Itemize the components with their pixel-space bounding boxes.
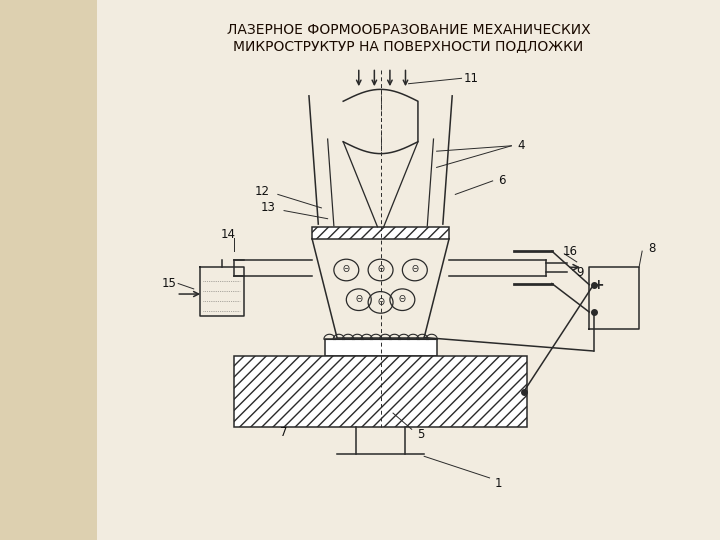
Text: Θ: Θ	[399, 295, 406, 304]
Text: МИКРОСТРУКТУР НА ПОВЕРХНОСТИ ПОДЛОЖКИ: МИКРОСТРУКТУР НА ПОВЕРХНОСТИ ПОДЛОЖКИ	[233, 39, 584, 53]
Text: 6: 6	[498, 174, 505, 187]
Text: 15: 15	[161, 277, 176, 290]
Text: Θ: Θ	[411, 266, 418, 274]
Text: 4: 4	[517, 139, 524, 152]
Text: 9: 9	[576, 266, 584, 279]
Text: 8: 8	[648, 242, 655, 255]
Bar	[312, 227, 449, 239]
Text: 7: 7	[280, 426, 288, 438]
Text: Θ: Θ	[343, 266, 350, 274]
Text: +: +	[593, 278, 604, 292]
Text: 12: 12	[255, 185, 270, 198]
Text: 14: 14	[220, 228, 235, 241]
Text: 13: 13	[261, 201, 276, 214]
Bar	[234, 356, 527, 427]
Bar	[325, 339, 436, 356]
Text: ЛАЗЕРНОЕ ФОРМООБРАЗОВАНИЕ МЕХАНИЧЕСКИХ: ЛАЗЕРНОЕ ФОРМООБРАЗОВАНИЕ МЕХАНИЧЕСКИХ	[227, 23, 590, 37]
Text: 1: 1	[495, 477, 503, 490]
Text: 11: 11	[464, 72, 478, 85]
Text: Θ: Θ	[355, 295, 362, 304]
Text: Θ: Θ	[377, 266, 384, 274]
Text: 16: 16	[563, 245, 578, 258]
Text: 5: 5	[418, 428, 425, 441]
Text: Θ: Θ	[377, 298, 384, 307]
